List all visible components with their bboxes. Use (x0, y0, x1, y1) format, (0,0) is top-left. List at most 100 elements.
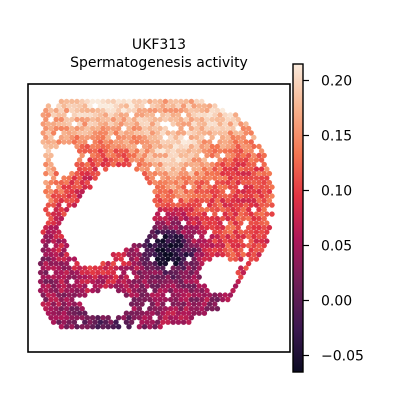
spot (222, 121, 228, 127)
spot (126, 324, 132, 330)
spot (264, 193, 270, 199)
spot (238, 247, 244, 253)
spot (162, 116, 169, 123)
spot (154, 283, 161, 289)
spot (58, 188, 65, 195)
spot (222, 166, 228, 172)
spot (193, 224, 200, 231)
spot (157, 116, 163, 123)
spot (180, 184, 187, 190)
spot (110, 278, 117, 285)
spot (160, 202, 166, 208)
spot (209, 143, 215, 150)
spot (89, 107, 96, 114)
spot (175, 121, 182, 127)
spot (248, 247, 254, 253)
spot (157, 324, 163, 330)
spot (240, 134, 247, 141)
spot (188, 107, 195, 114)
spot (82, 139, 88, 145)
spot (227, 130, 234, 136)
spot (230, 206, 236, 213)
spot (87, 265, 93, 271)
spot (206, 238, 213, 244)
spot (206, 301, 213, 307)
spot (102, 319, 109, 325)
spot (56, 103, 62, 109)
spot (69, 134, 75, 141)
spot (157, 260, 163, 267)
spot (100, 315, 106, 321)
spot (48, 233, 54, 240)
spot (232, 220, 239, 226)
spot (147, 296, 153, 303)
spot (204, 188, 210, 195)
spot (188, 197, 195, 204)
spot (115, 324, 122, 330)
spot (188, 287, 195, 294)
spot (199, 188, 205, 195)
spot (102, 274, 109, 280)
spot (225, 143, 231, 150)
spot (212, 247, 218, 253)
spot (251, 251, 257, 258)
spot (56, 220, 62, 226)
spot (227, 202, 234, 208)
spot (175, 265, 182, 271)
spot (170, 238, 176, 244)
spot (160, 157, 166, 163)
spot (175, 256, 182, 262)
spot (204, 206, 210, 213)
spot (186, 310, 192, 316)
spot (147, 306, 153, 312)
spot (63, 278, 70, 285)
spot (173, 143, 179, 150)
spot (63, 306, 70, 312)
spot (214, 179, 221, 186)
spot (152, 107, 158, 114)
spot (118, 112, 124, 118)
spot (214, 107, 221, 114)
spot (256, 233, 262, 240)
spot (76, 139, 83, 145)
spot (160, 238, 166, 244)
spot (76, 112, 83, 118)
spot (199, 206, 205, 213)
spot (232, 121, 239, 127)
spot (105, 143, 111, 150)
spot (131, 269, 137, 276)
spot (214, 188, 221, 195)
colorbar-tick-label: −0.05 (321, 349, 364, 365)
spot (167, 242, 174, 249)
spot (108, 265, 114, 271)
spot (102, 130, 109, 136)
spot (186, 139, 192, 145)
spot (186, 319, 192, 325)
spot (258, 148, 265, 154)
spot (178, 278, 184, 285)
spot (79, 179, 85, 186)
spot (170, 301, 176, 307)
spot (45, 283, 52, 289)
spot (149, 175, 156, 181)
spot (58, 260, 65, 267)
spot (154, 157, 161, 163)
spot (139, 139, 145, 145)
spot (240, 242, 247, 249)
spot (58, 215, 65, 222)
spot (154, 229, 161, 235)
spot (40, 130, 46, 136)
spot (115, 161, 122, 168)
spot (186, 157, 192, 163)
spot (183, 296, 189, 303)
spot (123, 265, 130, 271)
spot (243, 265, 249, 271)
spot (121, 134, 127, 141)
spot (37, 260, 44, 267)
spot (238, 157, 244, 163)
spot (82, 184, 88, 190)
spot (162, 143, 169, 150)
spot (102, 283, 109, 289)
spot (196, 157, 202, 163)
spot (69, 107, 75, 114)
